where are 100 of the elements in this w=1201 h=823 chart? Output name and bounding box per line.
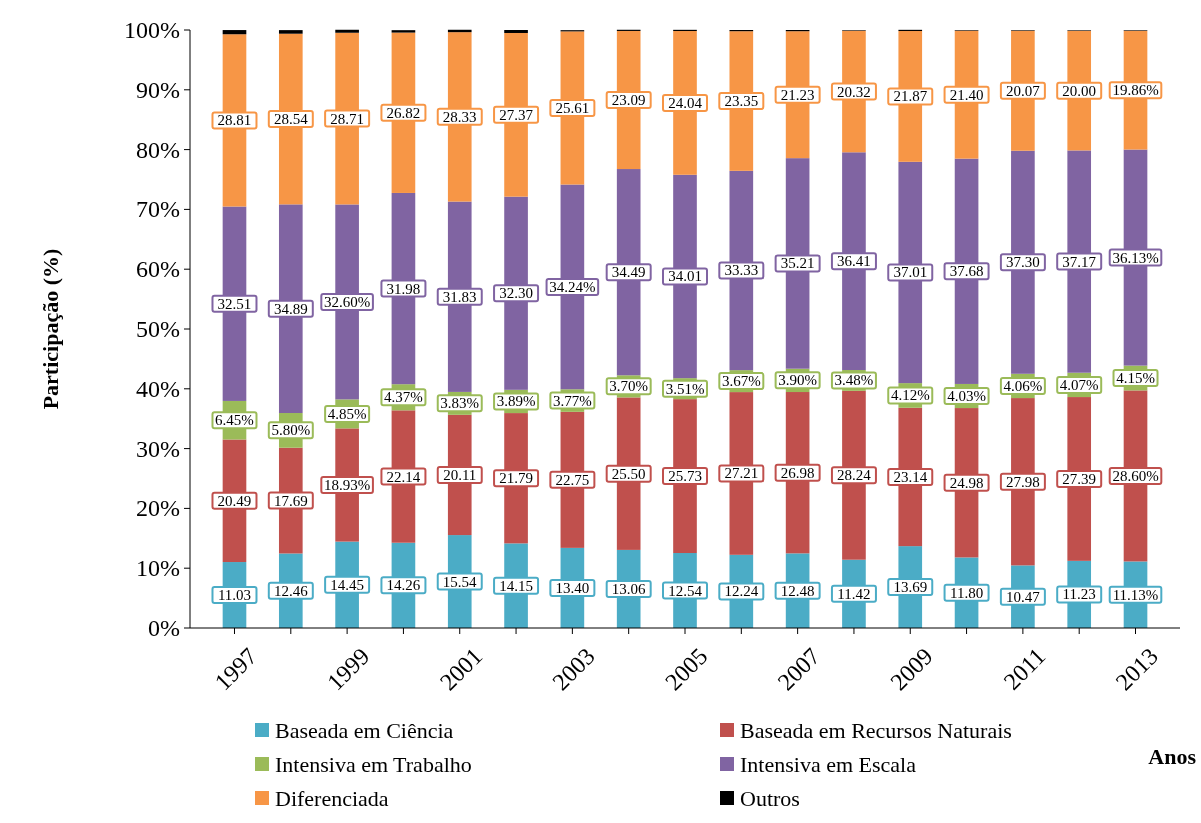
data-label: 11.80: [949, 584, 984, 601]
data-label: 34.49: [611, 264, 646, 281]
data-label: 37.68: [949, 263, 984, 280]
data-label: 4.85%: [327, 405, 367, 422]
bar: [278, 30, 303, 34]
y-tick-label: 70%: [136, 196, 180, 223]
data-label: 3.51%: [665, 380, 705, 397]
data-label: 26.98: [780, 464, 815, 481]
data-label: 23.09: [611, 92, 646, 108]
x-axis-title: Anos: [1148, 744, 1197, 769]
y-tick-label: 0%: [148, 615, 180, 641]
legend-label: Baseada em Recursos Naturais: [740, 718, 1012, 743]
data-label: 23.14: [893, 468, 928, 485]
bar: [335, 29, 359, 33]
data-label: 34.01: [668, 268, 702, 285]
data-label: 23.35: [724, 93, 759, 110]
data-label: 11.13%: [1112, 586, 1159, 603]
data-label: 26.82: [386, 104, 421, 121]
data-label: 3.89%: [496, 393, 536, 410]
data-label: 24.98: [949, 474, 984, 491]
data-label: 12.24: [724, 583, 759, 600]
data-label: 22.14: [386, 468, 421, 485]
y-axis-title: Participação (%): [38, 248, 63, 410]
data-label: 17.69: [273, 492, 308, 509]
data-label: 4.12%: [890, 387, 930, 404]
data-label: 3.77%: [553, 392, 592, 409]
data-label: 20.07: [1006, 82, 1041, 99]
data-label: 37.01: [893, 264, 928, 281]
data-label: 4.06%: [1003, 377, 1043, 394]
data-label: 34.89: [273, 300, 308, 317]
data-label: 20.00: [1062, 82, 1097, 99]
data-label: 21.40: [949, 86, 984, 103]
data-label: 11.23: [1062, 586, 1096, 603]
data-label: 27.98: [1006, 473, 1040, 490]
data-label: 3.67%: [721, 373, 761, 390]
y-tick-label: 40%: [136, 375, 180, 402]
y-tick-label: 90%: [136, 76, 180, 103]
bar: [222, 30, 247, 35]
data-label: 6.45%: [215, 412, 254, 429]
data-label: 14.15: [499, 577, 533, 594]
data-label: 32.30: [499, 285, 533, 302]
data-label: 31.98: [386, 280, 421, 297]
data-label: 27.21: [724, 465, 759, 482]
data-label: 36.41: [837, 253, 871, 270]
data-label: 4.07%: [1059, 376, 1099, 393]
data-label: 11.03: [217, 587, 252, 604]
y-tick-label: 60%: [136, 256, 180, 283]
bar: [504, 30, 528, 33]
data-label: 28.60%: [1112, 467, 1159, 484]
data-label: 28.24: [837, 467, 872, 484]
data-label: 36.13%: [1112, 249, 1159, 266]
data-label: 11.42: [837, 585, 871, 602]
data-label: 12.48: [780, 582, 815, 599]
data-label: 22.75: [555, 471, 590, 488]
legend-label: Baseada em Ciência: [275, 718, 454, 743]
data-label: 27.39: [1062, 470, 1097, 487]
y-tick-label: 80%: [136, 136, 180, 163]
data-label: 33.33: [724, 262, 759, 279]
data-label: 25.50: [611, 465, 646, 482]
data-label: 4.15%: [1116, 370, 1155, 387]
data-label: 4.03%: [947, 388, 986, 405]
data-label: 20.49: [217, 492, 252, 509]
data-label: 10.47: [1006, 588, 1041, 605]
data-label: 32.51: [217, 295, 252, 312]
data-label: 28.71: [330, 110, 364, 127]
y-tick-label: 50%: [136, 316, 180, 342]
data-label: 3.70%: [609, 378, 649, 395]
data-label: 3.90%: [778, 372, 817, 389]
data-label: 13.69: [893, 579, 928, 596]
data-label: 28.81: [217, 112, 252, 129]
data-label: 3.48%: [834, 372, 874, 389]
data-label: 20.11: [443, 466, 477, 483]
y-tick-label: 30%: [136, 435, 180, 462]
data-label: 24.04: [668, 94, 703, 111]
data-label: 25.61: [555, 99, 590, 116]
y-tick-label: 10%: [136, 555, 180, 582]
data-label: 31.83: [442, 288, 477, 305]
y-tick-label: 20%: [136, 495, 180, 522]
bar: [391, 30, 416, 33]
data-label: 14.45: [330, 576, 364, 593]
data-label: 18.93%: [323, 476, 371, 493]
legend-label: Intensiva em Escala: [740, 752, 917, 777]
data-label: 35.21: [780, 255, 815, 272]
legend-label: Outros: [740, 786, 800, 811]
data-label: 28.54: [273, 111, 309, 128]
data-label: 21.87: [893, 88, 928, 105]
data-label: 20.32: [837, 83, 871, 100]
data-label: 34.24%: [549, 278, 596, 295]
data-label: 32.60%: [323, 293, 371, 310]
data-label: 28.33: [442, 108, 477, 125]
legend-label: Diferenciada: [275, 786, 389, 811]
data-label: 14.26: [386, 577, 421, 594]
data-label: 12.46: [273, 582, 309, 599]
data-label: 13.40: [555, 579, 590, 596]
data-label: 19.86%: [1112, 82, 1159, 99]
data-label: 37.30: [1006, 254, 1040, 271]
data-label: 25.73: [668, 468, 702, 485]
y-tick-label: 100%: [124, 17, 180, 43]
legend-label: Intensiva em Trabalho: [275, 752, 472, 777]
data-label: 5.80%: [271, 422, 311, 439]
